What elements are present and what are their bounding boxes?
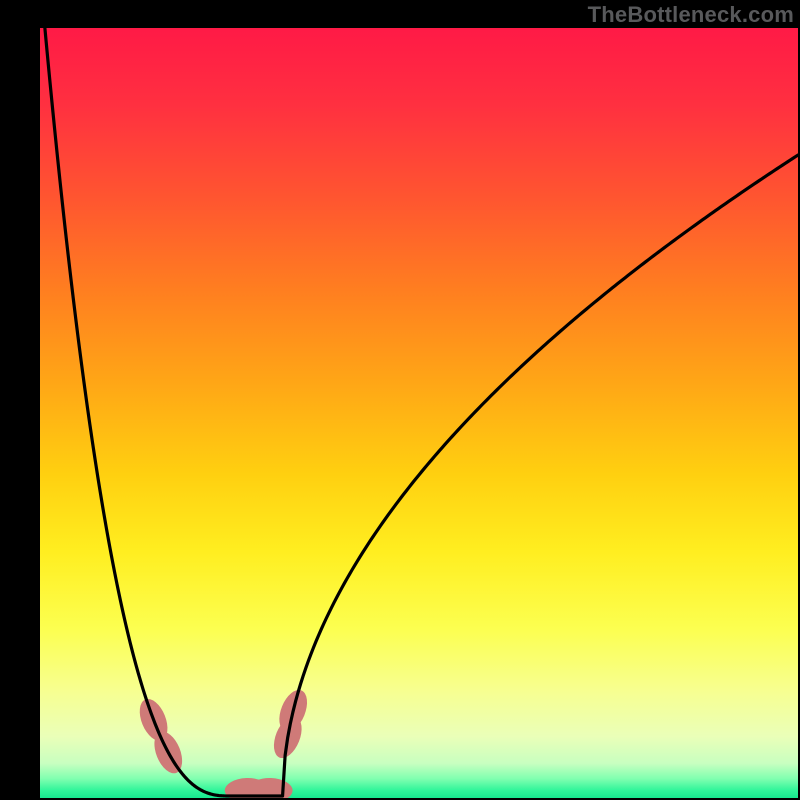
chart-frame: TheBottleneck.com	[0, 0, 800, 800]
plot-svg	[40, 28, 798, 798]
plot-area	[40, 28, 798, 798]
gradient-background	[40, 28, 798, 798]
watermark-text: TheBottleneck.com	[588, 2, 794, 28]
